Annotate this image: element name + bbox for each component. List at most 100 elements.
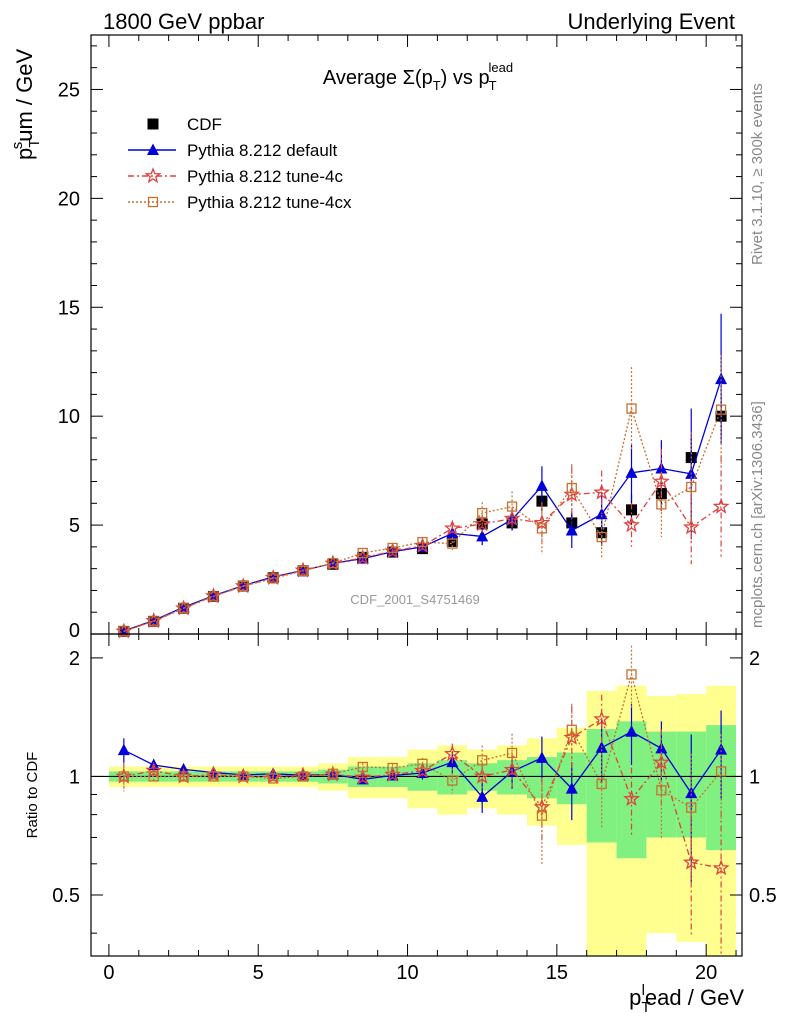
ratio-point [477, 755, 488, 766]
data-point [625, 466, 638, 478]
data-point [626, 403, 637, 414]
ratio-frame [90, 633, 743, 957]
ratio-point [208, 771, 219, 782]
ratio-point [117, 743, 130, 756]
x-tick-label: 0 [103, 962, 114, 984]
ratio-point [626, 669, 637, 680]
analysis-watermark: CDF_2001_S4751469 [350, 592, 479, 607]
x-axis-label: pTlead / GeV [629, 982, 744, 1016]
ratio-point [417, 758, 428, 769]
data-point [357, 547, 368, 559]
ratio-point [503, 761, 521, 777]
ratio-point [473, 767, 491, 784]
ratio-point [238, 771, 249, 782]
plot-title: Average Σ(pT) vs pTlead [323, 60, 513, 93]
legend-label: Pythia 8.212 tune-4c [187, 167, 343, 186]
ratio-point [327, 768, 339, 779]
data-point [656, 499, 667, 510]
ratio-point [685, 786, 698, 799]
data-point [593, 483, 611, 500]
legend-label: Pythia 8.212 default [187, 141, 338, 160]
data-point [297, 565, 309, 576]
data-point [443, 519, 461, 536]
panel-frames: 0 5 10 15 20 5 10 15 20 25 0 0.5 0.5 1 1 2 2 [52, 34, 777, 984]
ratio-panel [91, 645, 742, 956]
data-point [148, 616, 159, 627]
ratio-tick-label-right: 2 [749, 648, 760, 670]
mcplots-label: mcplots.cern.ch [arXiv:1306.3436] [749, 401, 766, 628]
ratio-point [447, 775, 458, 786]
main-panel [115, 313, 730, 639]
data-point [506, 501, 518, 512]
ratio-point [178, 771, 189, 782]
y-axis-label: pTsum / GeV [9, 49, 43, 160]
y-tick-label: 25 [58, 79, 80, 101]
ratio-point [536, 810, 548, 821]
ratio-point [623, 790, 640, 806]
legend-label: Pythia 8.212 tune-4cx [187, 193, 352, 212]
data-point [566, 482, 577, 494]
ratio-point [145, 761, 163, 778]
x-tick-label: 10 [396, 962, 418, 984]
ratio-point [443, 745, 461, 761]
ratio-point [354, 768, 372, 785]
ratio-point [625, 725, 638, 737]
ratio-point [476, 790, 489, 802]
data-point [535, 479, 548, 491]
ratio-point [535, 751, 548, 763]
data-point [623, 516, 640, 533]
y-tick-label: 15 [58, 297, 80, 319]
x-tick-label: 5 [253, 962, 264, 984]
legend-marker [147, 143, 159, 155]
ratio-point [686, 802, 697, 813]
ratio-point [268, 773, 279, 784]
ratio-tick-label: 1 [69, 766, 80, 788]
data-point [447, 538, 458, 549]
y-tick-label: 20 [58, 188, 80, 210]
y-tick-label: 5 [69, 515, 80, 537]
data-point [268, 573, 279, 584]
data-point [473, 515, 491, 532]
ratio-point [682, 853, 700, 870]
ratio-tick-label-right: 0.5 [749, 885, 777, 907]
ratio-point [118, 771, 129, 782]
data-point [387, 542, 398, 554]
ratio-point [656, 785, 667, 796]
data-point [238, 580, 249, 592]
y-tick-label-zero: 0 [69, 620, 80, 642]
ratio-point [593, 710, 611, 727]
data-point [596, 531, 607, 543]
rivet-label: Rivet 3.1.10, ≥ 300k events [749, 83, 766, 265]
data-point [715, 404, 727, 415]
data-point [626, 504, 638, 516]
data-point [208, 591, 219, 602]
series-line [123, 406, 722, 633]
data-point [476, 529, 489, 542]
ratio-tick-label: 0.5 [52, 885, 80, 907]
ratio-point [357, 761, 368, 773]
x-tick-label: 20 [695, 962, 717, 984]
ratio-point [715, 766, 727, 777]
header-left: 1800 GeV ppbar [103, 9, 264, 34]
legend-marker [147, 118, 159, 130]
legend-label: CDF [187, 115, 222, 134]
data-point [712, 497, 730, 514]
ratio-point [506, 747, 518, 759]
header-right: Underlying Event [567, 9, 735, 34]
data-point [477, 507, 488, 519]
y-tick-label: 10 [58, 406, 80, 428]
data-point [565, 524, 578, 536]
ratio-point [297, 771, 309, 782]
ratio-point [267, 767, 280, 779]
ratio-tick-label: 2 [69, 648, 80, 670]
ratio-series-line [123, 718, 722, 869]
ratio-point [566, 724, 577, 735]
ratio-point [387, 762, 398, 774]
x-tick-label: 15 [546, 962, 568, 984]
legend-marker [144, 167, 162, 184]
data-point [417, 536, 428, 548]
ratio-point [715, 743, 728, 755]
data-point [536, 523, 548, 534]
data-point [327, 558, 339, 569]
data-point [118, 626, 129, 637]
